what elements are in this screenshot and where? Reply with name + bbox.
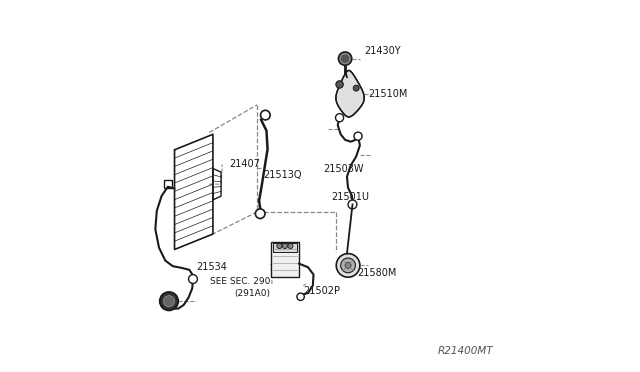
- Circle shape: [354, 132, 362, 140]
- Bar: [271, 242, 299, 278]
- Text: 21510M: 21510M: [368, 89, 408, 99]
- Circle shape: [163, 296, 175, 307]
- Text: 21430Y: 21430Y: [364, 46, 401, 56]
- Circle shape: [340, 258, 355, 273]
- Polygon shape: [336, 70, 364, 117]
- Circle shape: [282, 243, 287, 248]
- Text: 21503W: 21503W: [324, 164, 364, 174]
- Bar: [273, 243, 298, 251]
- Circle shape: [288, 243, 293, 248]
- Circle shape: [335, 113, 344, 122]
- Text: 21502P: 21502P: [303, 286, 340, 296]
- Circle shape: [339, 52, 352, 65]
- Circle shape: [277, 243, 282, 248]
- Text: 21580M: 21580M: [357, 268, 396, 278]
- Circle shape: [341, 55, 349, 62]
- Text: SEE SEC. 290
(291A0): SEE SEC. 290 (291A0): [210, 277, 270, 298]
- Circle shape: [348, 200, 357, 209]
- Circle shape: [336, 81, 343, 88]
- Circle shape: [297, 293, 304, 301]
- Circle shape: [345, 262, 351, 268]
- Circle shape: [353, 85, 359, 91]
- Text: 21513Q: 21513Q: [263, 170, 301, 180]
- Circle shape: [255, 209, 265, 218]
- Text: 21501U: 21501U: [331, 192, 369, 202]
- Circle shape: [189, 275, 197, 283]
- Bar: [164, 180, 172, 188]
- Text: 21534: 21534: [196, 262, 227, 272]
- Circle shape: [160, 292, 178, 310]
- Circle shape: [336, 254, 360, 277]
- Text: 21407: 21407: [230, 159, 260, 169]
- Circle shape: [260, 110, 270, 120]
- Text: R21400MT: R21400MT: [438, 346, 493, 356]
